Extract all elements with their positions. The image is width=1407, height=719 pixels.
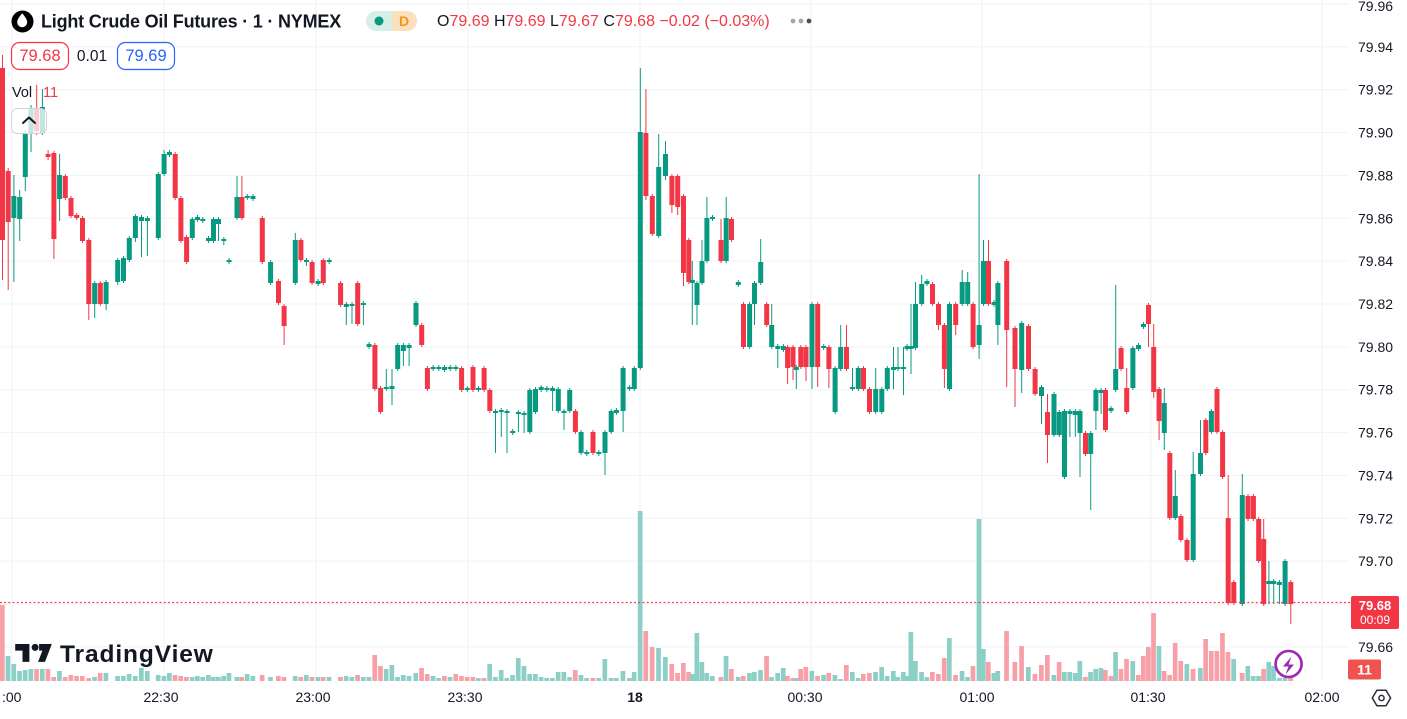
svg-text:0.01: 0.01 [77, 48, 107, 65]
svg-text:00:30: 00:30 [787, 689, 822, 705]
svg-text:22:30: 22:30 [143, 689, 178, 705]
svg-text:23:30: 23:30 [447, 689, 482, 705]
svg-text:O79.69 H79.69 L79.67 C79.68 −0: O79.69 H79.69 L79.67 C79.68 −0.02 (−0.03… [437, 13, 770, 30]
svg-text:79.90: 79.90 [1358, 125, 1393, 141]
svg-text:79.76: 79.76 [1358, 425, 1393, 441]
svg-text:Vol: Vol [12, 85, 32, 101]
svg-text:79.92: 79.92 [1358, 82, 1393, 98]
svg-text:23:00: 23:00 [295, 689, 330, 705]
svg-text:79.68: 79.68 [19, 47, 60, 65]
svg-text:79.88: 79.88 [1358, 167, 1393, 183]
svg-text:79.66: 79.66 [1358, 639, 1393, 655]
svg-text:79.68: 79.68 [1359, 598, 1392, 613]
svg-text:01:30: 01:30 [1130, 689, 1165, 705]
svg-text:79.86: 79.86 [1358, 210, 1393, 226]
svg-text:00:09: 00:09 [1360, 613, 1390, 627]
svg-text:79.74: 79.74 [1358, 467, 1393, 483]
svg-text:18: 18 [627, 689, 643, 705]
svg-text:11: 11 [1357, 662, 1372, 678]
svg-text:79.84: 79.84 [1358, 253, 1393, 269]
svg-text:79.69: 79.69 [125, 47, 166, 65]
svg-text:79.70: 79.70 [1358, 553, 1393, 569]
svg-text:79.96: 79.96 [1358, 0, 1393, 14]
svg-text:79.78: 79.78 [1358, 382, 1393, 398]
svg-text:02:00: 02:00 [1304, 689, 1339, 705]
svg-text:D: D [399, 13, 409, 29]
svg-text:79.80: 79.80 [1358, 339, 1393, 355]
svg-text::00: :00 [2, 689, 22, 705]
svg-text:TradingView: TradingView [60, 641, 214, 668]
svg-text:01:00: 01:00 [959, 689, 994, 705]
svg-text:79.82: 79.82 [1358, 296, 1393, 312]
svg-text:Light Crude Oil Futures · 1 ·: Light Crude Oil Futures · 1 · NYMEX [41, 12, 341, 32]
svg-text:79.94: 79.94 [1358, 39, 1393, 55]
svg-text:79.72: 79.72 [1358, 510, 1393, 526]
svg-text:11: 11 [43, 85, 58, 101]
